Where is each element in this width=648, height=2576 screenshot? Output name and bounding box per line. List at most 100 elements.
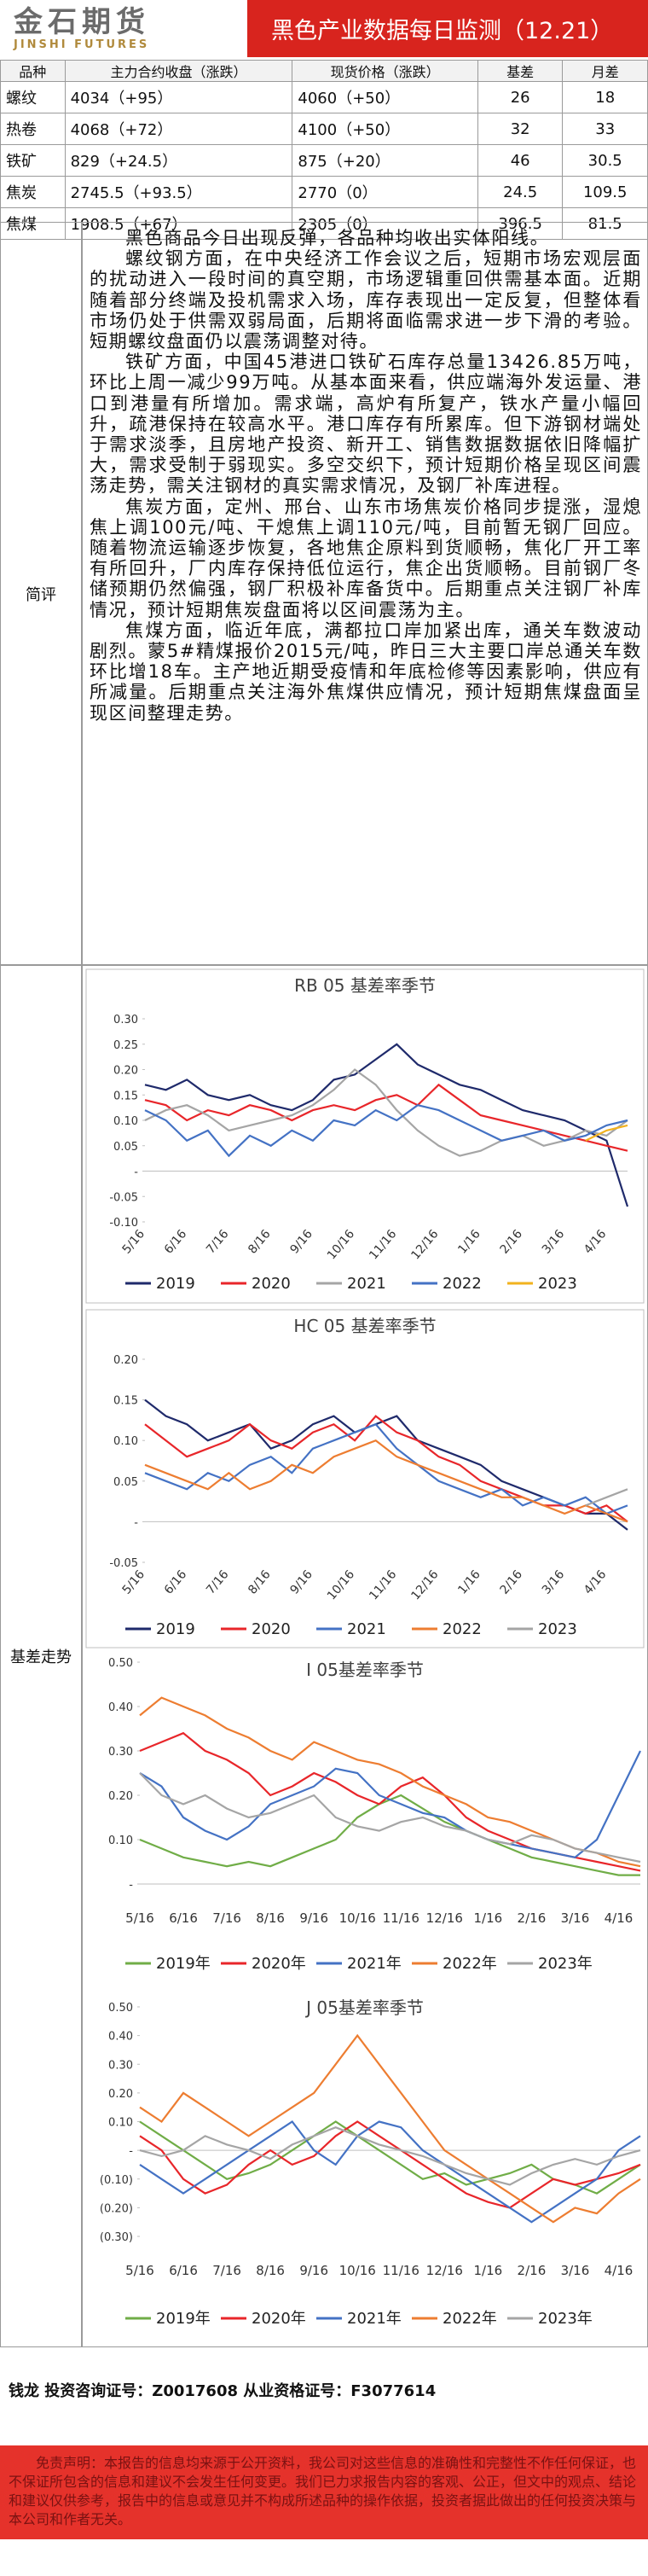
- legend-label: 2023年: [538, 1955, 593, 1973]
- x-tick-label: 4/16: [605, 1910, 634, 1926]
- table-cell: 46: [477, 144, 564, 177]
- x-tick-label: 11/16: [383, 1910, 419, 1926]
- y-tick-label: 0.20: [113, 1065, 138, 1078]
- y-tick-label: -0.10: [109, 1217, 138, 1230]
- table-row: 热卷 4068（+72） 4100（+50） 32 33: [0, 113, 648, 145]
- y-tick-label: -: [129, 1879, 133, 1892]
- y-tick-label: 0.40: [108, 1701, 133, 1714]
- x-tick-label: 8/16: [246, 1227, 274, 1256]
- legend-label: 2019: [156, 1275, 195, 1293]
- x-tick-label: 4/16: [605, 2263, 634, 2278]
- legend-label: 2021: [347, 1620, 386, 1638]
- y-tick-label: 0.05: [113, 1141, 138, 1154]
- table-cell: 热卷: [0, 113, 66, 145]
- series-line: [139, 2033, 641, 2224]
- section-label: 基差走势: [0, 965, 82, 2347]
- table-cell: 铁矿: [0, 144, 66, 177]
- y-tick-label: 0.20: [108, 2088, 133, 2101]
- series-line: [139, 1696, 641, 1868]
- x-tick-label: 6/16: [162, 1567, 190, 1596]
- x-tick-label: 1/16: [474, 2263, 503, 2278]
- chart: J 05基差率季节 (0.30) (0.20) (0.10) - 0.10 0.20 0.30…: [100, 1997, 641, 2328]
- column-header: 现货价格（涨跌）: [292, 60, 478, 82]
- x-tick-label: 10/16: [339, 1910, 376, 1926]
- y-tick-label: 0.30: [113, 1014, 138, 1026]
- table-row: 螺纹 4034（+95） 4060（+50） 26 18: [0, 81, 648, 113]
- y-tick-label: 0.10: [113, 1115, 138, 1128]
- table-cell: 焦煤: [0, 207, 66, 240]
- x-tick-label: 9/16: [299, 1910, 328, 1926]
- legend-label: 2022年: [443, 2310, 497, 2328]
- y-tick-label: 0.50: [108, 2002, 133, 2015]
- x-tick-label: 2/16: [518, 1910, 547, 1926]
- y-tick-label: 0.15: [113, 1090, 138, 1102]
- chart: I 05基差率季节 - 0.10 0.20 0.30 0.40 0.50 5/16 6/16 7/…: [108, 1657, 641, 1973]
- legend-label: 2020: [252, 1620, 291, 1638]
- column-header: 月差: [562, 60, 648, 82]
- x-tick-label: 5/16: [125, 1910, 154, 1926]
- legend-label: 2023: [538, 1620, 577, 1638]
- y-tick-label: 0.25: [113, 1039, 138, 1052]
- table-cell: 4068（+72）: [64, 113, 293, 145]
- column-header: 基差: [477, 60, 564, 82]
- x-tick-label: 4/16: [581, 1567, 610, 1596]
- legend-label: 2021年: [347, 2310, 402, 2328]
- y-tick-label: 0.05: [113, 1476, 138, 1489]
- column-header: 品种: [0, 60, 66, 82]
- chart: HC 05 基差率季节-0.05-0.050.100.150.205/16 6/1…: [85, 1309, 645, 1649]
- x-tick-label: 3/16: [561, 2263, 590, 2278]
- x-tick-label: 11/16: [367, 1227, 399, 1262]
- x-tick-label: 11/16: [367, 1567, 399, 1602]
- legend-label: 2023年: [538, 2310, 593, 2328]
- y-tick-label: (0.20): [100, 2202, 133, 2215]
- series-line: [139, 1772, 641, 1864]
- y-tick-label: 0.30: [108, 2059, 133, 2072]
- x-tick-label: 2/16: [518, 2263, 547, 2278]
- chart-title: J 05基差率季节: [304, 1997, 424, 2018]
- x-tick-label: 6/16: [169, 1910, 198, 1926]
- x-tick-label: 5/16: [120, 1227, 148, 1256]
- table-cell: 4100（+50）: [292, 113, 478, 145]
- legend-label: 2020: [252, 1275, 291, 1293]
- chart-frame: [85, 968, 645, 1304]
- paragraph: 黑色商品今日出现反弹，各品种均收出实体阳线。: [125, 228, 550, 248]
- price-table: 品种 主力合约收盘（涨跌） 现货价格（涨跌） 基差 月差 螺纹 4034（+95） 4060（…: [0, 60, 648, 240]
- x-tick-label: 7/16: [204, 1567, 232, 1596]
- x-tick-label: 3/16: [540, 1227, 568, 1256]
- series-line: [144, 1104, 628, 1158]
- x-tick-label: 12/16: [408, 1567, 441, 1602]
- x-tick-label: 12/16: [426, 1910, 463, 1926]
- table-cell: 2770（0）: [292, 176, 478, 208]
- y-tick-label: 0.40: [108, 2031, 133, 2044]
- table-cell: 396.5: [477, 207, 564, 240]
- y-tick-label: 0.30: [108, 1746, 133, 1759]
- section-label: 简评: [0, 222, 82, 965]
- paragraph: 焦炭方面，定州、邢台、山东市场焦炭价格同步提涨，湿熄焦上调100元/吨、干熄焦上…: [90, 496, 642, 620]
- logo-name: 金石期货: [14, 5, 150, 39]
- x-tick-label: 12/16: [426, 2263, 463, 2278]
- x-tick-label: 2/16: [498, 1227, 526, 1256]
- y-tick-label: 0.10: [108, 2117, 133, 2130]
- x-tick-label: 1/16: [455, 1567, 483, 1596]
- table-cell: 2305（0）: [292, 207, 478, 240]
- table-cell: 30.5: [562, 144, 648, 177]
- paragraph: 铁矿方面，中国45港进口铁矿石库存总量13426.85万吨，环比上周一减少99万…: [90, 352, 642, 497]
- y-tick-label: (0.10): [100, 2174, 133, 2187]
- series-line: [585, 1488, 628, 1507]
- legend-label: 2021: [347, 1275, 386, 1293]
- column-header: 主力合约收盘（涨跌）: [64, 60, 293, 82]
- x-tick-label: 7/16: [212, 2263, 241, 2278]
- y-tick-label: (0.30): [100, 2231, 133, 2244]
- table-cell: 33: [562, 113, 648, 145]
- series-line: [144, 1422, 628, 1515]
- legend-label: 2020年: [252, 2310, 306, 2328]
- x-tick-label: 5/16: [125, 2263, 154, 2278]
- table-cell: 焦炭: [0, 176, 66, 208]
- table-cell: 26: [477, 81, 564, 113]
- x-tick-label: 1/16: [474, 1910, 503, 1926]
- commentary-label: 简评: [26, 585, 56, 604]
- x-tick-label: 2/16: [498, 1567, 526, 1596]
- x-tick-label: 8/16: [256, 1910, 285, 1926]
- charts-label: 基差走势: [10, 1649, 72, 1666]
